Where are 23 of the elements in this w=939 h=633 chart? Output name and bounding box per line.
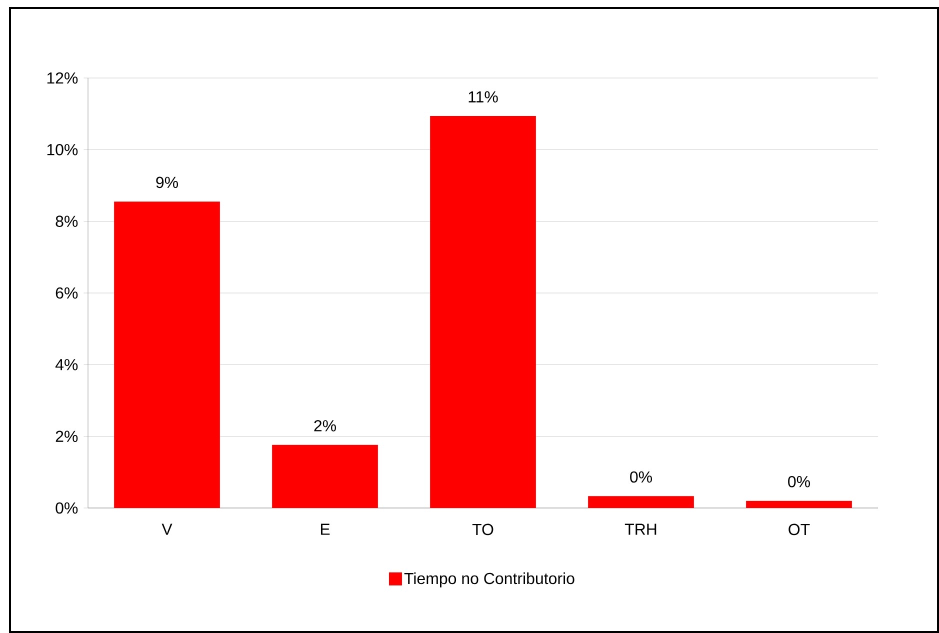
- x-tick-label: TO: [472, 524, 494, 536]
- bar: [114, 202, 220, 508]
- legend-label: Tiempo no Contributorio: [404, 572, 574, 588]
- data-label: 2%: [314, 420, 336, 432]
- y-tick-label: 0%: [56, 502, 78, 514]
- bar: [588, 496, 694, 508]
- y-tick-label: 6%: [56, 287, 78, 299]
- y-tick-label: 10%: [47, 144, 78, 156]
- x-tick-label: OT: [788, 524, 810, 536]
- data-label: 0%: [630, 471, 652, 483]
- x-tick-label: E: [320, 524, 330, 535]
- data-label: 11%: [468, 91, 498, 102]
- y-tick-label: 2%: [56, 430, 78, 442]
- bar: [746, 500, 852, 508]
- y-tick-label: 12%: [47, 72, 78, 84]
- data-label: 9%: [156, 176, 178, 188]
- x-tick-label: TRH: [624, 524, 656, 535]
- y-tick-label: 4%: [55, 359, 78, 370]
- bar: [430, 116, 536, 508]
- bar: [272, 444, 378, 508]
- y-tick-label: 8%: [56, 216, 78, 227]
- x-tick-label: V: [162, 524, 172, 535]
- data-label: 0%: [788, 476, 810, 488]
